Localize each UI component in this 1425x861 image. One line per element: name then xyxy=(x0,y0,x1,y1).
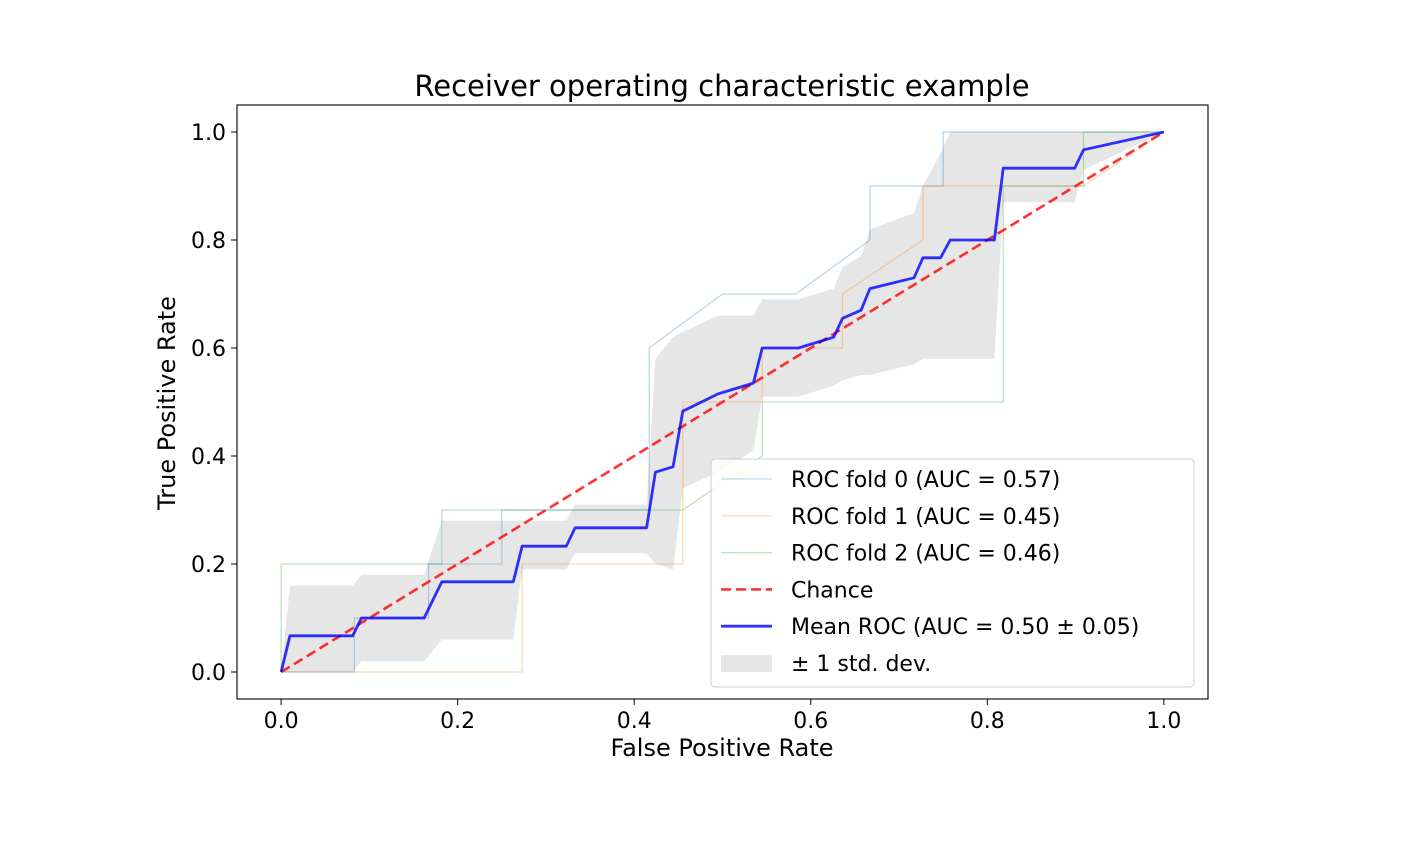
x-tick-label: 1.0 xyxy=(1146,709,1181,734)
legend-handle-band xyxy=(721,655,772,672)
x-tick-label: 0.0 xyxy=(264,709,299,734)
legend-label: ROC fold 1 (AUC = 0.45) xyxy=(791,505,1060,530)
x-tick-label: 0.6 xyxy=(793,709,828,734)
y-axis-label: True Positive Rate xyxy=(153,296,181,511)
x-axis-ticks: 0.0 0.2 0.4 0.6 0.8 1.0 xyxy=(264,699,1181,734)
plot-area xyxy=(236,104,1209,700)
chart-title: Receiver operating characteristic exampl… xyxy=(414,69,1029,103)
x-tick-label: 0.2 xyxy=(440,709,475,734)
legend-label: Chance xyxy=(791,578,873,603)
legend: ROC fold 0 (AUC = 0.57) ROC fold 1 (AUC =… xyxy=(710,458,1195,688)
y-tick-label: 0.4 xyxy=(191,445,226,470)
chance-line xyxy=(280,130,1165,674)
mean-roc-line xyxy=(279,130,1165,673)
plot-frame xyxy=(236,104,1209,700)
roc-fold-line-2 xyxy=(280,131,1164,672)
y-axis-ticks: 0.0 0.2 0.4 0.6 0.8 1.0 xyxy=(191,121,237,686)
y-tick-label: 0.6 xyxy=(191,337,226,362)
y-tick-label: 1.0 xyxy=(191,121,226,146)
legend-label: ROC fold 2 (AUC = 0.46) xyxy=(791,542,1060,567)
y-tick-label: 0.0 xyxy=(191,661,226,686)
legend-label: Mean ROC (AUC = 0.50 ± 0.05) xyxy=(791,615,1139,640)
x-tick-label: 0.8 xyxy=(970,709,1005,734)
legend-box xyxy=(710,458,1195,688)
y-tick-label: 0.8 xyxy=(191,229,226,254)
plot-series-group xyxy=(279,130,1165,674)
x-tick-label: 0.4 xyxy=(617,709,652,734)
x-axis-label: False Positive Rate xyxy=(610,734,833,762)
y-tick-label: 0.2 xyxy=(191,553,226,578)
legend-label: ROC fold 0 (AUC = 0.57) xyxy=(791,468,1060,493)
legend-label: ± 1 std. dev. xyxy=(791,652,931,677)
